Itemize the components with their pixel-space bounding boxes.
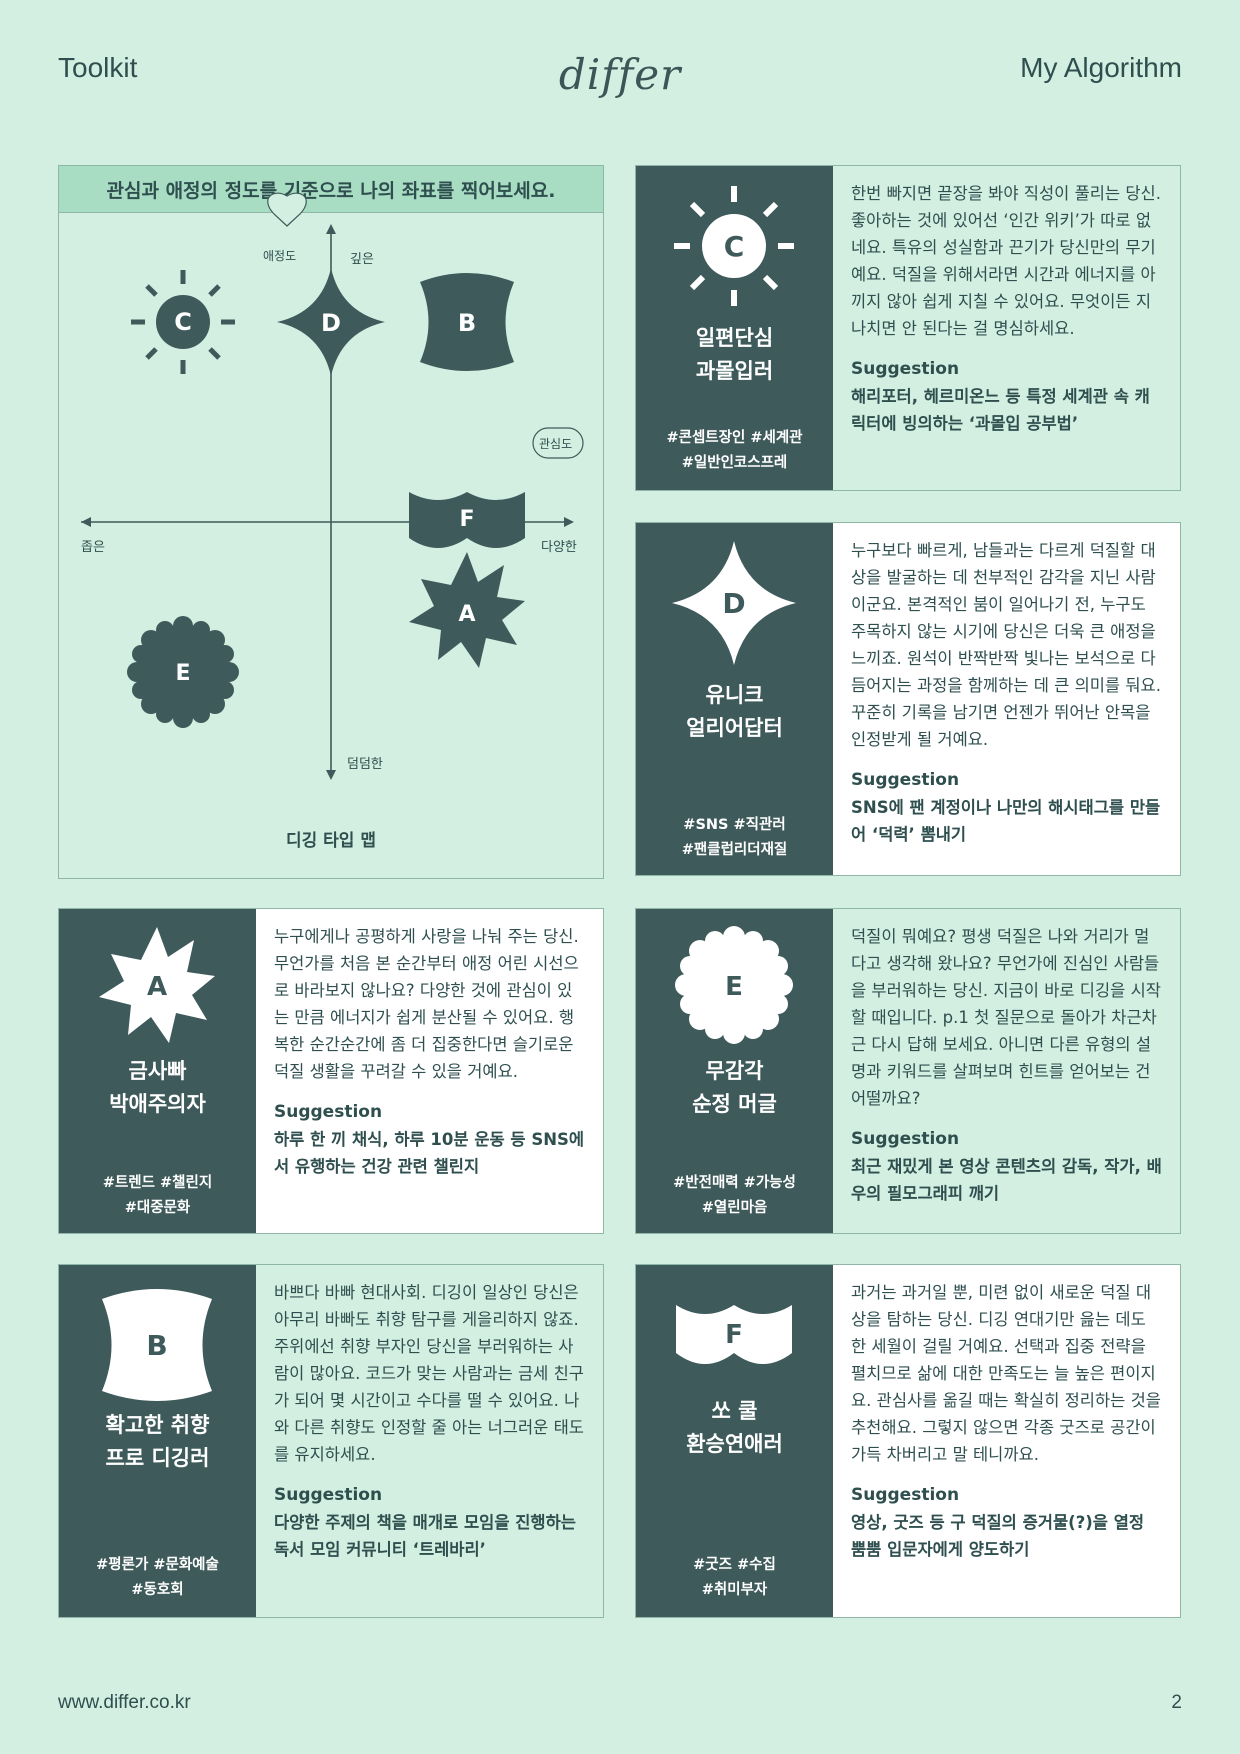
suggestion-title: Suggestion	[851, 770, 960, 790]
type-card-a-body: 누구에게나 공평하게 사랑을 나눠 주는 당신. 무언가를 처음 본 순간부터 …	[256, 909, 603, 1233]
map-title: 관심과 애정의 정도를 기준으로 나의 좌표를 찍어보세요.	[59, 166, 603, 213]
logo: differ	[558, 50, 682, 99]
type-card-e-panel: E 무감각 순정 머글 #반전매력 #가능성 #열린마음	[636, 909, 833, 1233]
type-name: 쏘 쿨 환승연애러	[686, 1399, 783, 1456]
map-caption: 디깅 타입 맵	[285, 831, 377, 851]
suggestion-title: Suggestion	[851, 1129, 960, 1149]
point-f-wave-icon: F	[409, 492, 525, 548]
svg-text:F: F	[459, 507, 474, 532]
type-card-e: E 무감각 순정 머글 #반전매력 #가능성 #열린마음 덕질이 뭐예요? 평생 덕…	[635, 908, 1181, 1234]
type-description: 과거는 과거일 뿐, 미련 없이 새로운 덕질 대상을 탐하는 당신. 디깅 연…	[851, 1283, 1161, 1464]
type-description: 누구에게나 공평하게 사랑을 나눠 주는 당신. 무언가를 처음 본 순간부터 …	[274, 927, 579, 1081]
axis-label-right: 다양한	[541, 540, 577, 555]
type-card-c-panel: C 일편단심 과몰입러 #콘셉트장인 #세계관 #일반인코스프레	[636, 166, 833, 490]
svg-text:F: F	[725, 1320, 743, 1350]
point-a-burst-icon: A	[409, 552, 525, 668]
svg-text:A: A	[458, 602, 475, 627]
point-d-star-icon: D	[277, 268, 385, 376]
oval-bubble-icon	[532, 427, 584, 459]
type-tags: #평론가 #문화예술 #동호회	[96, 1557, 219, 1598]
type-card-e-body: 덕질이 뭐예요? 평생 덕질은 나와 거리가 멀다고 생각해 왔나요? 무언가에…	[833, 909, 1180, 1233]
point-e-gear-icon: E	[127, 616, 239, 728]
type-name: 금사빠 박애주의자	[109, 1059, 206, 1116]
type-card-d: D 유니크 얼리어답터 #SNS #직관러 #팬클럽리더재질 누구보다 빠르게, 남…	[635, 522, 1181, 876]
axis-label-top: 깊은	[350, 252, 374, 267]
type-card-a: A 금사빠 박애주의자 #트렌드 #챌린지 #대중문화 누구에게나 공평하게 사랑을…	[58, 908, 604, 1234]
footer-url[interactable]: www.differ.co.kr	[58, 1692, 191, 1713]
suggestion-text: 하루 한 끼 채식, 하루 10분 운동 등 SNS에서 유행하는 건강 관련 …	[274, 1130, 585, 1176]
suggestion-title: Suggestion	[274, 1102, 383, 1122]
type-card-d-body: 누구보다 빠르게, 남들과는 다르게 덕질할 대상을 발굴하는 데 천부적인 감…	[833, 523, 1180, 875]
y-axis-arrow-bottom	[326, 770, 336, 780]
star-icon: D	[672, 541, 796, 665]
x-axis-arrow-right	[564, 517, 574, 527]
svg-text:B: B	[146, 1329, 167, 1362]
svg-text:D: D	[722, 587, 745, 620]
type-name: 무감각 순정 머글	[692, 1059, 777, 1116]
type-description: 누구보다 빠르게, 남들과는 다르게 덕질할 대상을 발굴하는 데 천부적인 감…	[851, 541, 1161, 749]
svg-text:B: B	[458, 309, 476, 337]
type-tags: #반전매력 #가능성 #열린마음	[673, 1175, 796, 1216]
type-card-f: F 쏘 쿨 환승연애러 #굿즈 #수집 #취미부자 과거는 과거일 뿐, 미련 없이…	[635, 1264, 1181, 1618]
burst-icon: A	[99, 927, 215, 1043]
suggestion-text: 해리포터, 헤르미온느 등 특정 세계관 속 캐릭터에 빙의하는 ‘과몰입 공부…	[851, 387, 1150, 433]
svg-text:D: D	[321, 309, 341, 337]
heart-bubble-icon	[267, 192, 307, 227]
point-b-shape-icon: B	[420, 273, 514, 371]
type-description: 바쁘다 바빠 현대사회. 디깅이 일상인 당신은 아무리 바빠도 취향 탐구를 …	[274, 1283, 584, 1464]
gear-icon: E	[675, 926, 793, 1044]
svg-text:E: E	[175, 661, 190, 686]
type-name: 일편단심 과몰입러	[695, 326, 774, 383]
map-canvas: C D B F A	[81, 192, 584, 780]
wave-icon: F	[676, 1305, 792, 1364]
type-card-a-panel: A 금사빠 박애주의자 #트렌드 #챌린지 #대중문화	[59, 909, 256, 1233]
suggestion-text: 최근 재밌게 본 영상 콘텐츠의 감독, 작가, 배우의 필모그래피 깨기	[851, 1157, 1162, 1203]
point-c-sun-icon: C	[131, 270, 235, 374]
type-tags: #콘셉트장인 #세계관 #일반인코스프레	[666, 430, 803, 471]
x-axis-arrow-left	[81, 517, 91, 527]
svg-text:C: C	[724, 230, 745, 263]
type-name: 확고한 취향 프로 디깅러	[105, 1413, 210, 1470]
type-card-f-panel: F 쏘 쿨 환승연애러 #굿즈 #수집 #취미부자	[636, 1265, 833, 1617]
svg-text:C: C	[174, 308, 192, 336]
type-tags: #SNS #직관러 #팬클럽리더재질	[681, 817, 788, 858]
axis-label-left: 좁은	[81, 540, 105, 555]
type-card-b-body: 바쁘다 바빠 현대사회. 디깅이 일상인 당신은 아무리 바빠도 취향 탐구를 …	[256, 1265, 603, 1617]
svg-text:E: E	[725, 972, 743, 1002]
sun-icon: C	[674, 186, 794, 306]
type-name: 유니크 얼리어답터	[686, 683, 783, 740]
type-description: 덕질이 뭐예요? 평생 덕질은 나와 거리가 멀다고 생각해 왔나요? 무언가에…	[851, 927, 1161, 1108]
type-card-d-panel: D 유니크 얼리어답터 #SNS #직관러 #팬클럽리더재질	[636, 523, 833, 875]
hexagon-icon: B	[102, 1289, 212, 1401]
type-card-f-body: 과거는 과거일 뿐, 미련 없이 새로운 덕질 대상을 탐하는 당신. 디깅 연…	[833, 1265, 1180, 1617]
axis-label-bottom: 덤덤한	[347, 757, 383, 772]
type-description: 한번 빠지면 끝장을 봐야 직성이 풀리는 당신. 좋아하는 것에 있어선 ‘인…	[851, 184, 1161, 338]
suggestion-title: Suggestion	[274, 1485, 383, 1505]
y-axis-arrow-top	[326, 224, 336, 234]
x-axis-bubble-label: 관심도	[539, 437, 573, 451]
type-card-b-panel: B 확고한 취향 프로 디깅러 #평론가 #문화예술 #동호회	[59, 1265, 256, 1617]
type-card-c: C 일편단심 과몰입러 #콘셉트장인 #세계관 #일반인코스프레 한번 빠지면 끝장…	[635, 165, 1181, 491]
suggestion-text: SNS에 팬 계정이나 나만의 해시태그를 만들어 ‘덕력’ 뽐내기	[851, 798, 1161, 844]
suggestion-title: Suggestion	[851, 1485, 960, 1505]
suggestion-text: 다양한 주제의 책을 매개로 모임을 진행하는 독서 모임 커뮤니티 ‘트레바리…	[274, 1513, 576, 1559]
header-toolkit: Toolkit	[58, 52, 138, 83]
digging-type-map: 관심과 애정의 정도를 기준으로 나의 좌표를 찍어보세요. C D	[58, 165, 604, 879]
type-tags: #트렌드 #챌린지 #대중문화	[102, 1175, 213, 1216]
y-axis-bubble-label: 애정도	[263, 249, 297, 263]
page-number: 2	[1171, 1692, 1182, 1713]
header-my-algorithm: My Algorithm	[1020, 52, 1182, 83]
svg-text:A: A	[147, 972, 167, 1002]
type-card-c-body: 한번 빠지면 끝장을 봐야 직성이 풀리는 당신. 좋아하는 것에 있어선 ‘인…	[833, 166, 1180, 490]
type-card-b: B 확고한 취향 프로 디깅러 #평론가 #문화예술 #동호회 바쁘다 바빠 현대사…	[58, 1264, 604, 1618]
type-tags: #굿즈 #수집 #취미부자	[693, 1557, 776, 1598]
suggestion-title: Suggestion	[851, 359, 960, 379]
suggestion-text: 영상, 굿즈 등 구 덕질의 증거물(?)을 열정 뿜뿜 입문자에게 양도하기	[851, 1513, 1145, 1559]
